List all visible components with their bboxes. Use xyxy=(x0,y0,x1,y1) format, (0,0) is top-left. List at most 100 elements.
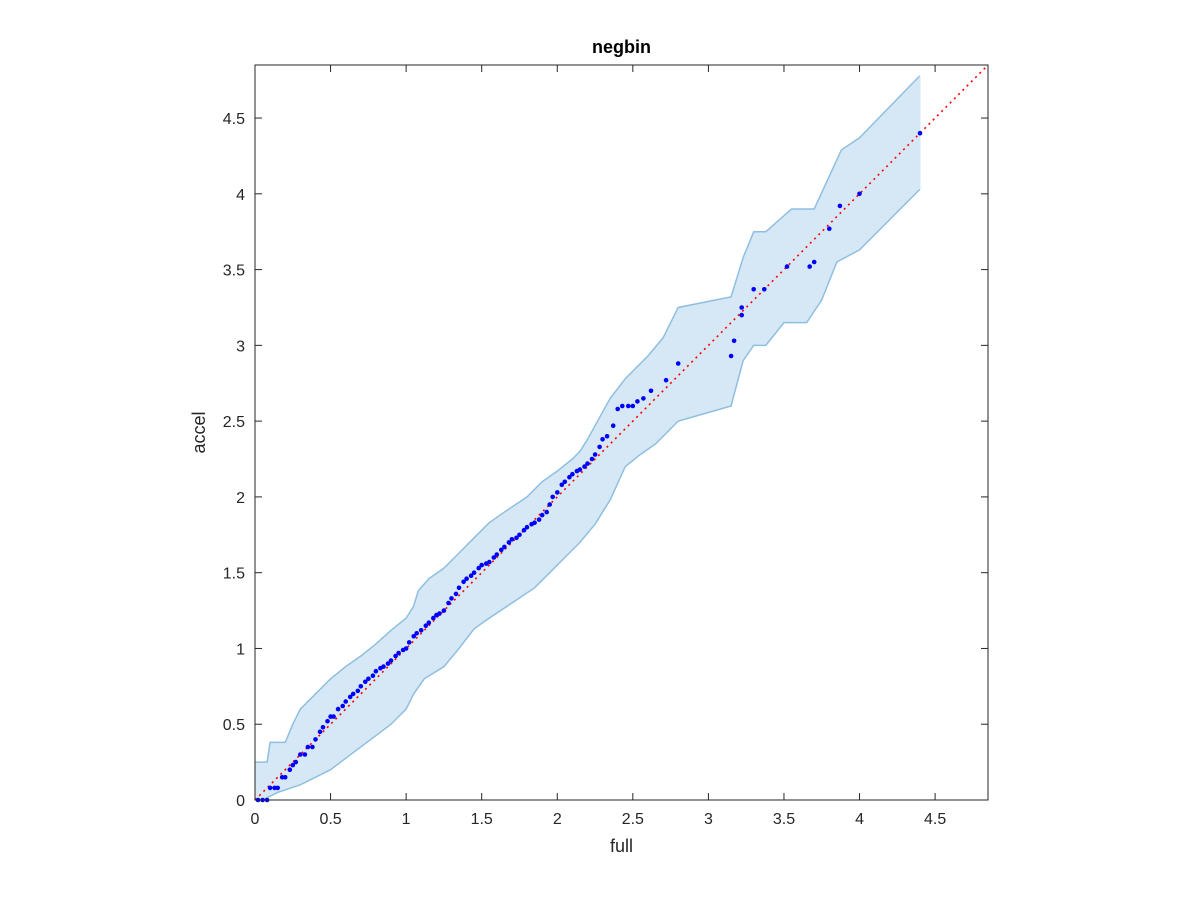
data-point xyxy=(343,699,349,704)
data-point xyxy=(411,634,417,639)
data-point xyxy=(406,640,412,645)
x-tick-label: 3 xyxy=(704,811,713,828)
data-point xyxy=(514,535,519,541)
data-point xyxy=(811,259,817,265)
x-tick-label: 4.5 xyxy=(924,811,946,828)
data-point xyxy=(370,673,376,678)
data-point xyxy=(302,752,308,757)
axes-box xyxy=(254,64,989,801)
data-point xyxy=(577,467,583,472)
y-tick-label: 2.5 xyxy=(223,414,245,431)
data-point xyxy=(355,688,361,694)
data-point xyxy=(539,512,545,518)
band-upper-edge xyxy=(255,75,921,763)
data-point xyxy=(358,684,364,689)
data-point xyxy=(347,694,353,700)
data-point xyxy=(524,524,530,530)
data-points xyxy=(255,130,923,803)
data-point xyxy=(739,305,744,310)
data-point xyxy=(600,437,605,442)
data-point xyxy=(615,406,620,412)
data-point xyxy=(641,396,646,401)
data-point xyxy=(418,628,424,633)
data-point xyxy=(620,403,625,409)
data-point xyxy=(437,611,442,616)
data-point xyxy=(555,490,560,495)
data-point xyxy=(544,509,549,515)
x-tick-label: 2 xyxy=(553,811,562,828)
data-point xyxy=(388,658,394,663)
data-point xyxy=(648,388,654,394)
axis-ticks: 0 0.5 1 1.5 2 2.5 3 3.5 4 4.5 0 0.5 1 1.5 2 2.5 3 3.5 4 4.5 xyxy=(223,65,988,828)
data-point xyxy=(414,631,420,636)
data-point xyxy=(441,608,447,613)
data-point xyxy=(536,517,542,522)
x-tick-label: 1 xyxy=(402,811,411,828)
data-point xyxy=(363,679,368,685)
data-point xyxy=(423,623,429,628)
data-point xyxy=(663,377,669,383)
x-tick-label: 1.5 xyxy=(471,811,493,828)
y-tick-label: 4.5 xyxy=(223,111,245,128)
y-tick-label: 3 xyxy=(236,338,245,355)
data-point xyxy=(446,600,451,606)
data-point xyxy=(491,555,497,560)
data-point xyxy=(313,737,318,742)
data-point xyxy=(604,434,610,439)
data-point xyxy=(290,762,296,768)
data-point xyxy=(509,537,515,542)
data-point xyxy=(502,544,507,550)
data-point xyxy=(340,703,346,709)
band-lower-edge xyxy=(262,188,921,801)
data-point xyxy=(917,130,923,136)
data-point xyxy=(550,494,555,500)
data-point xyxy=(857,191,862,197)
y-tick-label: 0.5 xyxy=(223,717,245,734)
data-point xyxy=(471,570,477,575)
data-point xyxy=(396,650,401,656)
data-point xyxy=(282,775,288,780)
data-point xyxy=(675,361,681,366)
y-tick-label: 1.5 xyxy=(223,566,245,583)
data-point xyxy=(494,552,500,557)
data-point xyxy=(403,646,409,651)
data-point xyxy=(562,479,568,485)
data-point xyxy=(476,565,482,571)
y-tick-label: 2 xyxy=(236,490,245,507)
data-point xyxy=(464,576,469,581)
data-point xyxy=(317,729,323,735)
data-point xyxy=(589,456,595,462)
identity-line xyxy=(254,64,989,801)
data-point xyxy=(532,520,537,525)
data-point xyxy=(521,527,527,533)
data-point xyxy=(381,664,386,669)
data-point xyxy=(827,226,832,231)
data-point xyxy=(630,403,636,409)
data-point xyxy=(385,661,391,666)
data-point xyxy=(506,540,512,545)
data-point xyxy=(350,691,356,697)
data-point xyxy=(585,461,590,466)
data-point xyxy=(837,203,843,209)
data-point xyxy=(751,287,756,292)
data-point xyxy=(310,744,315,750)
data-point xyxy=(468,573,474,578)
x-tick-label: 0.5 xyxy=(319,811,341,828)
data-point xyxy=(610,423,616,429)
x-tick-label: 0 xyxy=(251,811,260,828)
data-point xyxy=(275,785,281,791)
data-point xyxy=(479,562,485,568)
data-point xyxy=(597,444,602,450)
data-point xyxy=(592,452,598,457)
data-point xyxy=(335,706,341,712)
data-point xyxy=(325,718,330,724)
data-point xyxy=(517,532,522,538)
data-point xyxy=(320,725,326,730)
x-tick-label: 4 xyxy=(855,811,864,828)
data-point xyxy=(635,399,640,404)
data-point xyxy=(559,482,565,488)
data-point xyxy=(807,264,812,269)
data-point xyxy=(426,620,432,625)
data-point xyxy=(366,676,371,682)
data-point xyxy=(331,714,336,719)
